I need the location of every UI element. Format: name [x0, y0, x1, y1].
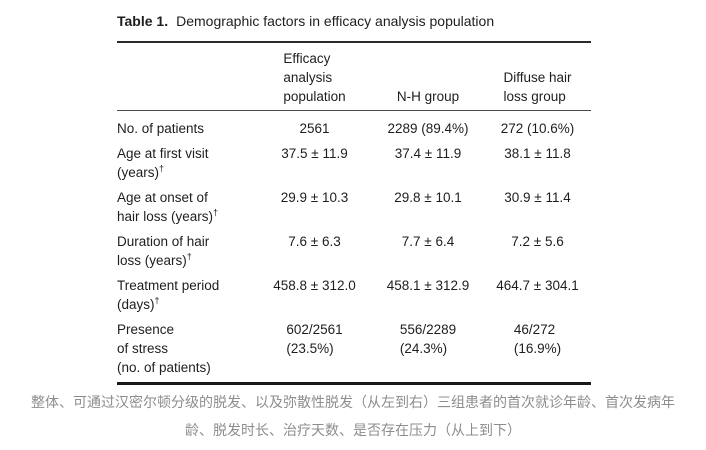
dagger-footnote-marker: †	[159, 163, 165, 174]
column-header-label: Efficacy analysis population	[283, 51, 346, 104]
table-row: Age at first visit (years)† 37.5 ± 11.9 37.…	[117, 141, 591, 185]
cell-value: 458.1 ± 312.9	[386, 278, 470, 293]
value-cell: 37.4 ± 11.9	[372, 141, 484, 185]
row-label: Age at onset of hair loss (years)†	[117, 190, 219, 224]
value-cell: 458.1 ± 312.9	[372, 273, 484, 317]
table-row: No. of patients 2561 2289 (89.4%) 272 (10.6…	[117, 111, 591, 142]
value-cell: 46/272 (16.9%)	[484, 317, 591, 384]
value-cell: 2561	[257, 111, 372, 142]
table-title-label: Table 1.	[117, 13, 169, 29]
value-cell: 464.7 ± 304.1	[484, 273, 591, 317]
table-row: Presence of stress (no. of patients) 602/25…	[117, 317, 591, 384]
value-cell: 29.8 ± 10.1	[372, 185, 484, 229]
value-cell: 458.8 ± 312.0	[257, 273, 372, 317]
demographics-table: Efficacy analysis population N-H group Diffu…	[117, 41, 591, 385]
column-header-cell: N-H group	[372, 42, 484, 111]
cell-value: 7.7 ± 6.4	[401, 234, 455, 249]
row-label: Presence of stress (no. of patients)	[117, 322, 211, 375]
row-label: Age at first visit (years)†	[117, 146, 209, 180]
row-label: No. of patients	[117, 121, 205, 136]
cell-value: 7.2 ± 5.6	[511, 234, 564, 249]
value-cell: 602/2561 (23.5%)	[257, 317, 372, 384]
dagger-footnote-marker: †	[154, 295, 160, 306]
value-cell: 556/2289 (24.3%)	[372, 317, 484, 384]
cell-value: 458.8 ± 312.0	[273, 278, 356, 293]
cell-value: 30.9 ± 11.4	[504, 190, 571, 205]
value-cell: 29.9 ± 10.3	[257, 185, 372, 229]
value-cell: 30.9 ± 11.4	[484, 185, 591, 229]
table-row: Treatment period (days)† 458.8 ± 312.0 458.…	[117, 273, 591, 317]
row-label: Duration of hair loss (years)†	[117, 234, 210, 268]
column-header-cell: Diffuse hair loss group	[484, 42, 591, 111]
cell-value: 556/2289 (24.3%)	[399, 322, 457, 356]
column-header-label: Diffuse hair loss group	[503, 70, 572, 104]
table-header-row: Efficacy analysis population N-H group Diffu…	[117, 42, 591, 111]
row-label: Treatment period (days)†	[117, 278, 220, 312]
value-cell: 2289 (89.4%)	[372, 111, 484, 142]
row-label-cell: Duration of hair loss (years)†	[117, 229, 257, 273]
row-label-cell: Presence of stress (no. of patients)	[117, 317, 257, 384]
header-empty-cell	[117, 42, 257, 111]
row-label-cell: Treatment period (days)†	[117, 273, 257, 317]
value-cell: 37.5 ± 11.9	[257, 141, 372, 185]
row-label-cell: Age at onset of hair loss (years)†	[117, 185, 257, 229]
table-row: Age at onset of hair loss (years)† 29.9 ± …	[117, 185, 591, 229]
table-title-text: Demographic factors in efficacy analysis…	[176, 13, 495, 29]
figure-caption: 整体、可通过汉密尔顿分级的脱发、以及弥散性脱发（从左到右）三组患者的首次就诊年龄…	[0, 388, 706, 444]
cell-value: 37.5 ± 11.9	[281, 146, 348, 161]
dagger-footnote-marker: †	[186, 251, 192, 262]
column-header-label: N-H group	[396, 89, 460, 104]
column-header-cell: Efficacy analysis population	[257, 42, 372, 111]
cell-value: 46/272 (16.9%)	[513, 322, 562, 356]
cell-value: 37.4 ± 11.9	[394, 146, 462, 161]
value-cell: 7.7 ± 6.4	[372, 229, 484, 273]
cell-value: 29.8 ± 10.1	[394, 190, 462, 205]
cell-value: 464.7 ± 304.1	[496, 278, 579, 293]
value-cell: 7.2 ± 5.6	[484, 229, 591, 273]
cell-value: 29.9 ± 10.3	[280, 190, 349, 205]
caption-line: 龄、脱发时长、治疗天数、是否存在压力（从上到下）	[185, 422, 521, 438]
value-cell: 7.6 ± 6.3	[257, 229, 372, 273]
cell-value: 2561	[299, 121, 330, 136]
value-cell: 272 (10.6%)	[484, 111, 591, 142]
table-row: Duration of hair loss (years)† 7.6 ± 6.3 7.…	[117, 229, 591, 273]
cell-value: 38.1 ± 11.8	[504, 146, 571, 161]
cell-value: 272 (10.6%)	[500, 121, 575, 136]
cell-value: 7.6 ± 6.3	[288, 234, 341, 249]
table-body: No. of patients 2561 2289 (89.4%) 272 (10.6…	[117, 111, 591, 384]
cell-value: 602/2561 (23.5%)	[286, 322, 343, 356]
dagger-footnote-marker: †	[213, 207, 219, 218]
cell-value: 2289 (89.4%)	[387, 121, 469, 136]
table-title: Table 1. Demographic factors in efficacy …	[117, 13, 591, 30]
value-cell: 38.1 ± 11.8	[484, 141, 591, 185]
row-label-cell: Age at first visit (years)†	[117, 141, 257, 185]
caption-line: 整体、可通过汉密尔顿分级的脱发、以及弥散性脱发（从左到右）三组患者的首次就诊年龄…	[31, 394, 675, 410]
table-block: Table 1. Demographic factors in efficacy …	[117, 13, 591, 385]
row-label-cell: No. of patients	[117, 111, 257, 142]
